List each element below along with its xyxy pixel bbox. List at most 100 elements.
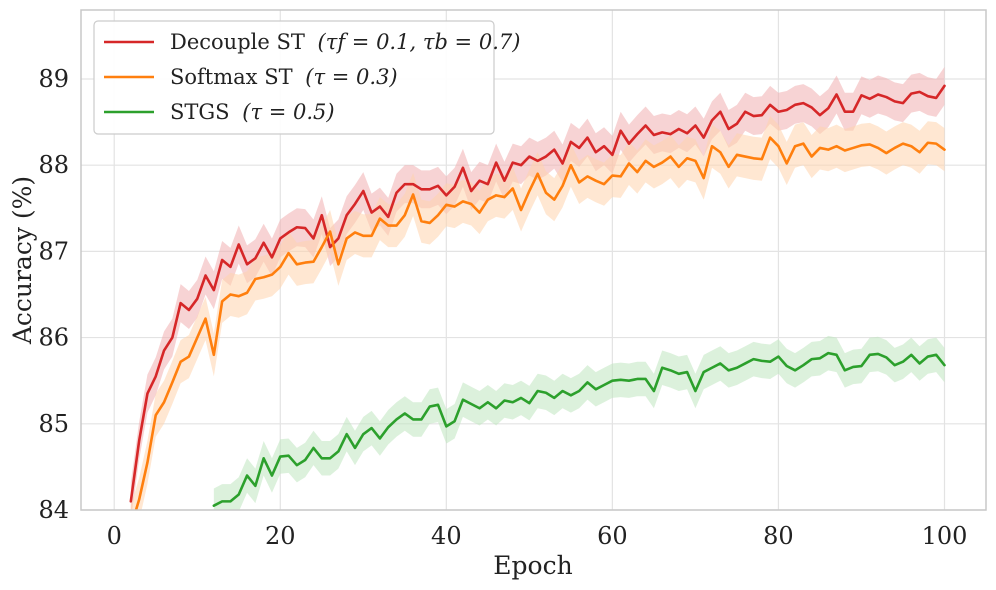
point-decouple-st [379, 205, 381, 207]
point-stgs [470, 403, 472, 405]
point-decouple-st [296, 226, 298, 228]
point-stgs [603, 384, 605, 386]
point-decouple-st [404, 183, 406, 185]
point-softmax-st [213, 354, 215, 356]
legend-params-softmax-st: (τ = 0.3) [305, 65, 397, 89]
point-stgs [835, 354, 837, 356]
point-softmax-st [727, 166, 729, 168]
point-stgs [686, 371, 688, 373]
point-stgs [761, 360, 763, 362]
point-decouple-st [512, 161, 514, 163]
point-decouple-st [221, 259, 223, 261]
point-decouple-st [893, 100, 895, 102]
point-decouple-st [628, 142, 630, 144]
point-softmax-st [694, 160, 696, 162]
point-decouple-st [329, 246, 331, 248]
point-softmax-st [445, 204, 447, 206]
point-stgs [453, 420, 455, 422]
point-softmax-st [661, 161, 663, 163]
point-decouple-st [561, 162, 563, 164]
point-decouple-st [910, 92, 912, 94]
point-softmax-st [578, 181, 580, 183]
point-decouple-st [877, 93, 879, 95]
point-decouple-st [885, 96, 887, 98]
point-stgs [703, 371, 705, 373]
point-softmax-st [204, 317, 206, 319]
point-softmax-st [254, 278, 256, 280]
point-softmax-st [412, 193, 414, 195]
point-stgs [345, 433, 347, 435]
point-softmax-st [520, 209, 522, 211]
point-decouple-st [636, 133, 638, 135]
point-stgs [628, 379, 630, 381]
point-softmax-st [404, 214, 406, 216]
point-stgs [802, 364, 804, 366]
point-stgs [246, 474, 248, 476]
point-stgs [296, 464, 298, 466]
legend-params-decouple-st: (τf = 0.1, τb = 0.7) [318, 30, 521, 54]
point-decouple-st [395, 192, 397, 194]
point-softmax-st [703, 177, 705, 179]
point-decouple-st [462, 167, 464, 169]
point-softmax-st [794, 145, 796, 147]
point-decouple-st [578, 147, 580, 149]
point-decouple-st [794, 104, 796, 106]
point-stgs [370, 427, 372, 429]
point-stgs [893, 364, 895, 366]
point-decouple-st [238, 243, 240, 245]
point-stgs [354, 447, 356, 449]
point-softmax-st [487, 198, 489, 200]
point-decouple-st [130, 500, 132, 502]
point-stgs [694, 390, 696, 392]
confidence-bands [130, 66, 945, 510]
point-decouple-st [669, 133, 671, 135]
point-stgs [337, 450, 339, 452]
point-decouple-st [304, 227, 306, 229]
point-stgs [852, 366, 854, 368]
point-stgs [495, 407, 497, 409]
point-decouple-st [835, 93, 837, 95]
point-decouple-st [727, 128, 729, 130]
point-decouple-st [595, 151, 597, 153]
point-decouple-st [163, 349, 165, 351]
point-decouple-st [337, 237, 339, 239]
tick-labels: 84 85 86 87 88 89 0 20 40 60 80 100 [38, 65, 967, 550]
point-stgs [810, 358, 812, 360]
point-softmax-st [478, 211, 480, 213]
point-decouple-st [179, 302, 181, 304]
point-decouple-st [412, 183, 414, 185]
point-decouple-st [312, 237, 314, 239]
point-decouple-st [171, 336, 173, 338]
point-softmax-st [611, 174, 613, 176]
point-softmax-st [287, 252, 289, 254]
legend-label-softmax-st: Softmax ST (τ = 0.3) [170, 65, 398, 89]
point-softmax-st [321, 246, 323, 248]
point-stgs [752, 358, 754, 360]
point-stgs [860, 365, 862, 367]
point-stgs [279, 455, 281, 457]
point-decouple-st [536, 160, 538, 162]
point-softmax-st [196, 336, 198, 338]
legend-params-stgs: (τ = 0.5) [242, 100, 334, 124]
y-tick-label: 84 [38, 496, 69, 524]
plot-frame [80, 9, 987, 511]
point-stgs [512, 401, 514, 403]
point-softmax-st [852, 147, 854, 149]
point-decouple-st [918, 91, 920, 93]
y-tick-label: 88 [38, 151, 69, 179]
point-stgs [229, 500, 231, 502]
point-stgs [570, 394, 572, 396]
point-stgs [395, 418, 397, 420]
point-softmax-st [777, 145, 779, 147]
point-stgs [312, 447, 314, 449]
point-decouple-st [844, 111, 846, 113]
point-stgs [744, 362, 746, 364]
point-stgs [611, 379, 613, 381]
point-stgs [437, 404, 439, 406]
x-tick-label: 0 [107, 522, 122, 550]
point-decouple-st [653, 134, 655, 136]
point-softmax-st [329, 230, 331, 232]
point-stgs [885, 356, 887, 358]
point-decouple-st [553, 148, 555, 150]
point-softmax-st [761, 158, 763, 160]
